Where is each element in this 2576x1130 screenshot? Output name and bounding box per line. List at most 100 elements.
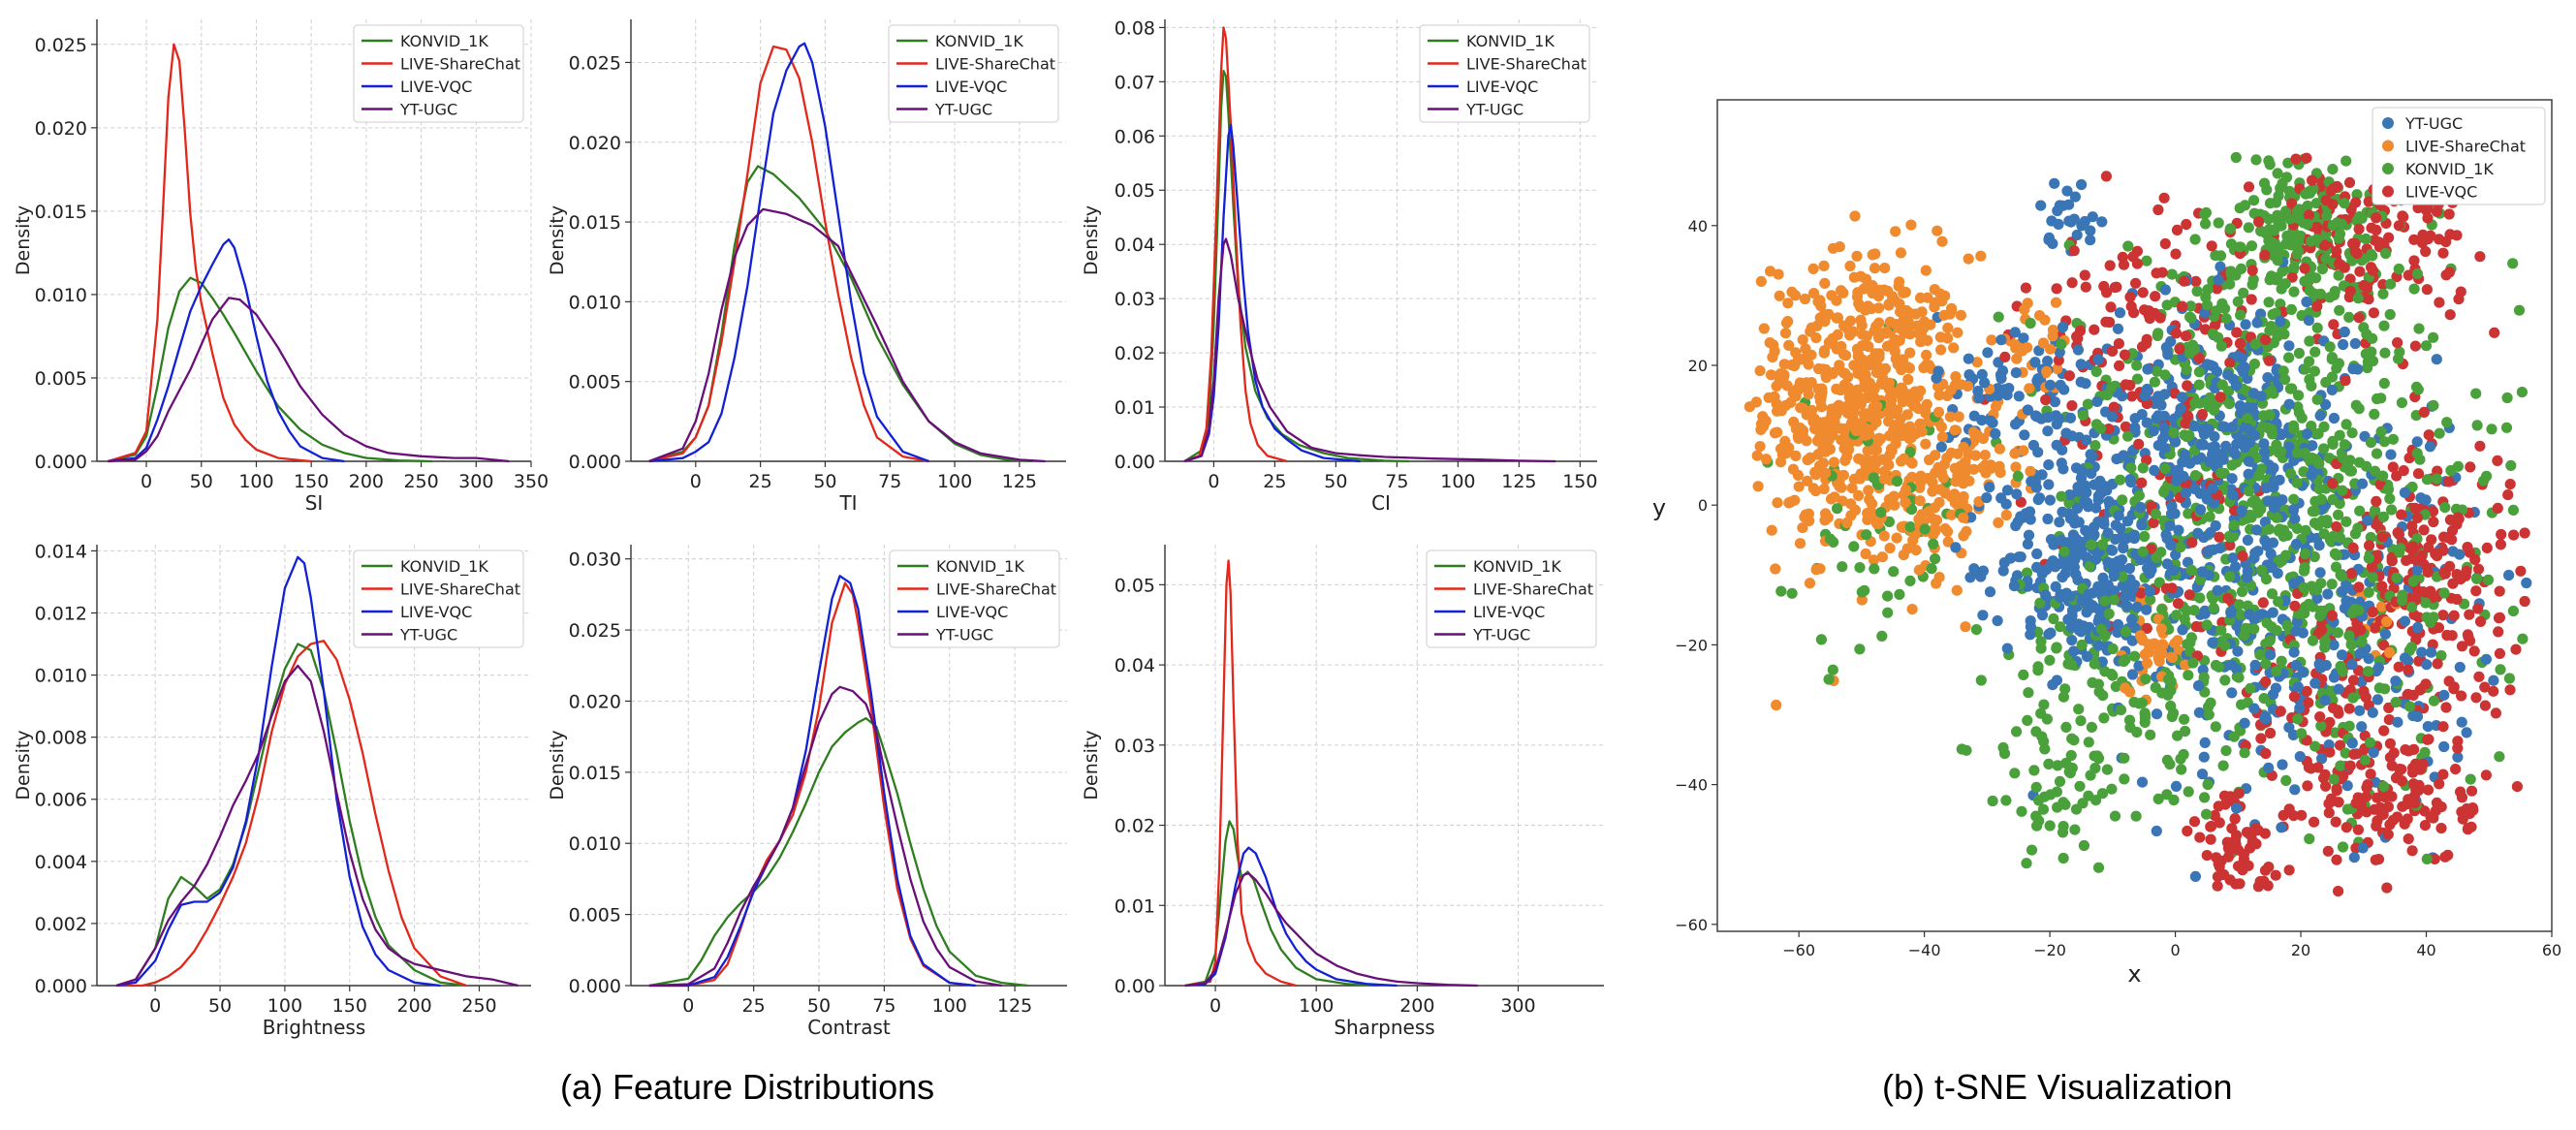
tsne-point-konvid_1k [2309, 518, 2321, 529]
tsne-point-konvid_1k [1970, 624, 1982, 636]
tsne-point-live-vqc [2181, 218, 2192, 231]
tsne-point-konvid_1k [2445, 464, 2457, 477]
tsne-point-konvid_1k [2056, 490, 2067, 502]
tsne-point-yt-ugc [2454, 549, 2466, 560]
tsne-point-live-vqc [2432, 465, 2443, 477]
tsne-point-yt-ugc [2452, 751, 2464, 763]
tsne-point-yt-ugc [2098, 516, 2110, 527]
tsne-point-live-vqc [2303, 762, 2314, 773]
tsne-point-yt-ugc [2261, 540, 2273, 551]
tsne-point-live-vqc [2362, 779, 2373, 791]
tsne-point-live-vqc [2412, 202, 2424, 214]
tsne-point-yt-ugc [2136, 519, 2148, 531]
tsne-point-live-vqc [2322, 845, 2334, 857]
tsne-point-live-sharechat [1846, 483, 1858, 494]
tsne-point-live-sharechat [1942, 536, 1954, 548]
tsne-point-konvid_1k [2411, 267, 2423, 279]
tsne-point-live-vqc [2080, 281, 2091, 293]
tsne-point-live-sharechat [2024, 383, 2035, 394]
tsne-point-live-vqc [2136, 477, 2148, 488]
tsne-point-konvid_1k [2318, 528, 2330, 540]
tsne-point-konvid_1k [2278, 365, 2289, 377]
tsne-point-live-vqc [2465, 461, 2476, 473]
tsne-point-live-vqc [2323, 807, 2335, 819]
tsne-point-yt-ugc [2262, 495, 2274, 507]
tsne-point-live-vqc [2071, 330, 2083, 342]
tsne-point-live-sharechat [1921, 349, 1932, 361]
tsne-point-yt-ugc [2421, 659, 2433, 671]
tsne-point-live-vqc [2494, 585, 2505, 597]
tsne-point-live-vqc [2472, 603, 2484, 614]
tsne-point-konvid_1k [2311, 234, 2323, 245]
tsne-point-live-sharechat [1851, 250, 1863, 262]
tsne-point-live-sharechat [1878, 530, 1890, 542]
tsne-point-live-sharechat [1790, 450, 1802, 461]
tsne-point-konvid_1k [2210, 721, 2221, 733]
tsne-point-yt-ugc [2051, 675, 2062, 686]
tsne-point-live-vqc [2441, 531, 2453, 544]
tsne-point-konvid_1k [2503, 673, 2515, 684]
tsne-point-konvid_1k [2243, 222, 2254, 234]
tsne-point-live-sharechat [1854, 473, 1866, 485]
tsne-point-yt-ugc [2289, 513, 2301, 525]
tsne-point-konvid_1k [2166, 268, 2178, 280]
panel4-ytick-label: 0.008 [35, 728, 87, 749]
tsne-point-yt-ugc [2010, 419, 2022, 430]
tsne-point-konvid_1k [2310, 198, 2322, 209]
tsne-point-live-sharechat [1866, 443, 1877, 455]
tsne-point-live-vqc [2351, 247, 2363, 260]
tsne-point-live-vqc [2283, 803, 2295, 815]
tsne-point-live-vqc [2314, 711, 2326, 723]
tsne-point-konvid_1k [2273, 216, 2284, 228]
tsne-point-yt-ugc [2188, 421, 2200, 432]
tsne-point-live-sharechat [2011, 353, 2023, 364]
tsne-point-live-vqc [2392, 770, 2403, 783]
tsne-point-konvid_1k [2507, 504, 2519, 517]
tsne-point-konvid_1k [1891, 475, 1903, 487]
tsne-point-yt-ugc [2290, 538, 2303, 550]
tsne-point-live-sharechat [1800, 343, 1811, 355]
tsne-point-yt-ugc [2354, 705, 2366, 716]
panel4-ytick-label: 0.010 [35, 666, 87, 687]
tsne-point-live-vqc [2470, 585, 2482, 597]
tsne-point-konvid_1k [2168, 426, 2180, 439]
tsne-point-yt-ugc [2118, 450, 2129, 461]
tsne-point-yt-ugc [2238, 366, 2249, 378]
tsne-point-konvid_1k [2201, 808, 2213, 820]
tsne-point-live-vqc [2324, 746, 2336, 758]
tsne-point-live-vqc [2360, 791, 2372, 802]
tsne-point-konvid_1k [2055, 621, 2066, 633]
tsne-point-live-sharechat [1879, 362, 1891, 374]
tsne-point-live-vqc [2318, 772, 2330, 784]
tsne-legend-marker [2382, 140, 2394, 152]
tsne-point-live-sharechat [1906, 604, 1918, 615]
tsne-point-live-sharechat [1958, 441, 1969, 454]
tsne-point-live-sharechat [1862, 300, 1874, 312]
tsne-point-yt-ugc [2314, 410, 2326, 422]
tsne-point-live-sharechat [1878, 473, 1890, 485]
tsne-point-konvid_1k [2371, 448, 2383, 459]
panel4-legend-label: YT-UGC [399, 626, 457, 644]
tsne-point-yt-ugc [2294, 703, 2306, 714]
tsne-point-live-sharechat [1890, 438, 1901, 450]
tsne-point-live-sharechat [1765, 266, 1776, 277]
tsne-point-yt-ugc [2148, 425, 2159, 437]
tsne-point-konvid_1k [2231, 456, 2243, 468]
tsne-point-yt-ugc [2177, 624, 2188, 636]
tsne-point-yt-ugc [2081, 434, 2092, 446]
tsne-point-live-sharechat [1942, 322, 1954, 333]
tsne-point-live-vqc [2467, 804, 2479, 816]
tsne-point-live-vqc [2234, 878, 2246, 890]
tsne-point-konvid_1k [2201, 619, 2213, 631]
tsne-point-konvid_1k [2089, 750, 2100, 762]
tsne-point-konvid_1k [2267, 224, 2278, 236]
tsne-point-yt-ugc [2112, 618, 2124, 631]
tsne-point-live-vqc [2352, 824, 2364, 835]
tsne-point-konvid_1k [2340, 155, 2352, 167]
tsne-point-konvid_1k [2291, 522, 2303, 535]
tsne-point-konvid_1k [2165, 676, 2177, 688]
tsne-point-yt-ugc [2064, 489, 2076, 501]
tsne-point-live-vqc [2344, 760, 2356, 771]
tsne-point-live-sharechat [1820, 467, 1832, 479]
tsne-point-live-vqc [2453, 294, 2465, 305]
